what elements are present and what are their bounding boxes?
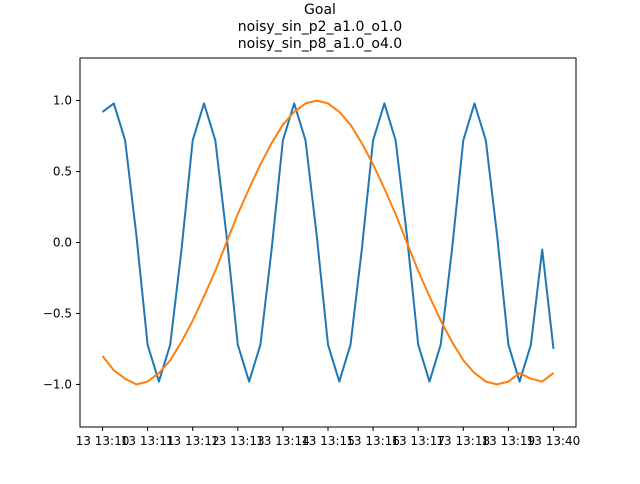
chart-title-line-2: noisy_sin_p2_a1.0_o1.0 bbox=[238, 19, 402, 35]
x-tick-label: 13 13:11 bbox=[121, 434, 175, 448]
y-tick-label: −1.0 bbox=[43, 377, 72, 391]
series-line-1 bbox=[101, 102, 555, 383]
chart-title-line-3: noisy_sin_p8_a1.0_o4.0 bbox=[238, 36, 402, 52]
x-tick-label: 13 13:18 bbox=[436, 434, 490, 448]
y-tick-label: 1.0 bbox=[53, 94, 72, 108]
x-tick-label: 13 13:15 bbox=[301, 434, 355, 448]
series-layer bbox=[101, 99, 555, 386]
x-tick-label: 13 13:40 bbox=[527, 434, 581, 448]
plot-frame bbox=[79, 57, 577, 428]
x-tick-label: 13 13:13 bbox=[211, 434, 265, 448]
chart-title-line-1: Goal bbox=[304, 2, 336, 18]
x-tick-label: 13 13:12 bbox=[166, 434, 220, 448]
x-tick-label: 13 13:17 bbox=[391, 434, 445, 448]
x-tick-label: 13 13:10 bbox=[76, 434, 130, 448]
y-tick-label: 0.0 bbox=[53, 236, 72, 250]
y-tick-label: 0.5 bbox=[53, 165, 72, 179]
x-tick-label: 13 13:16 bbox=[346, 434, 400, 448]
x-tick-label: 13 13:19 bbox=[482, 434, 536, 448]
series-line-2 bbox=[101, 99, 555, 386]
y-axis: 1.0 0.5 0.0 −0.5 −1.0 bbox=[43, 94, 80, 391]
y-tick-label: −0.5 bbox=[43, 306, 72, 320]
x-tick-label: 13 13:14 bbox=[256, 434, 310, 448]
